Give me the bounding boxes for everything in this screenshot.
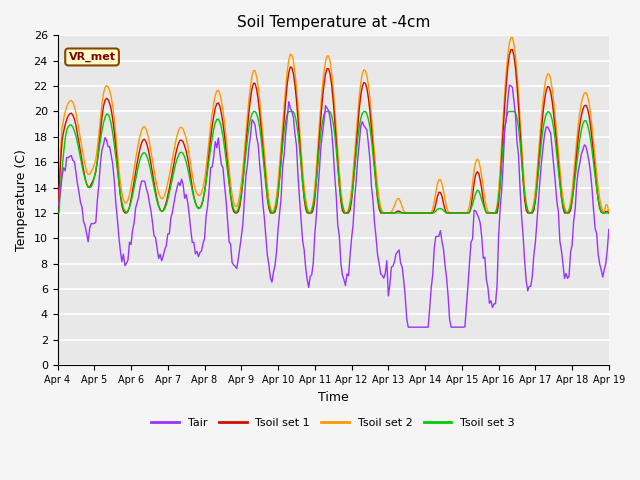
Text: VR_met: VR_met xyxy=(68,52,116,62)
Legend: Tair, Tsoil set 1, Tsoil set 2, Tsoil set 3: Tair, Tsoil set 1, Tsoil set 2, Tsoil se… xyxy=(147,413,520,432)
X-axis label: Time: Time xyxy=(318,391,349,404)
Title: Soil Temperature at -4cm: Soil Temperature at -4cm xyxy=(237,15,430,30)
Y-axis label: Temperature (C): Temperature (C) xyxy=(15,149,28,251)
